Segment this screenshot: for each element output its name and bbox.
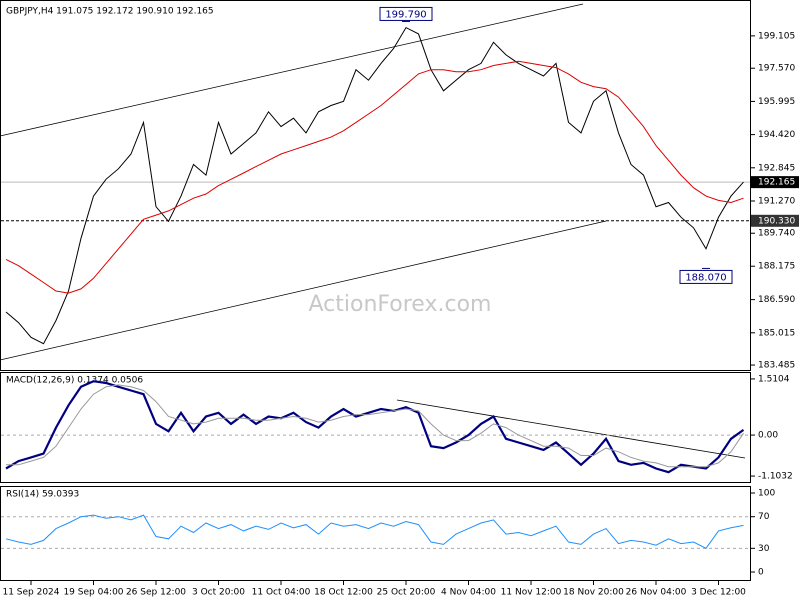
last-price-box (751, 176, 799, 189)
x-tick-label: 4 Nov 04:00 (441, 588, 496, 598)
y-tick-label: 189.740 (758, 229, 795, 239)
x-tick-label: 11 Sep 2024 (2, 588, 59, 598)
series-line (6, 384, 744, 468)
y-tick-label: 0.00 (758, 431, 778, 441)
annotation-box (679, 269, 733, 284)
macd-trendline (396, 399, 746, 459)
x-tick-label: 11 Nov 12:00 (501, 588, 562, 598)
y-tick-label: 30 (758, 544, 770, 554)
y-tick-label: 188.175 (758, 262, 795, 272)
y-tick-label: 100 (758, 489, 775, 499)
y-tick-label: 197.570 (758, 64, 795, 74)
series-line (5, 26, 744, 345)
y-tick-label: 199.105 (758, 31, 795, 41)
last-price-label: 192.165 (758, 178, 795, 188)
x-tick-label: 19 Sep 04:00 (63, 588, 123, 598)
macd-title: MACD(12,26,9) 0.1374 0.0506 (6, 376, 143, 386)
level-box (751, 214, 799, 227)
macd-panel (0, 372, 751, 483)
x-tick-label: 3 Oct 20:00 (192, 588, 245, 598)
price-panel (0, 0, 751, 371)
y-tick-label: 0 (758, 568, 764, 578)
x-tick-label: 11 Oct 04:00 (252, 588, 311, 598)
price-title: GBPJPY,H4 191.075 192.172 190.910 192.16… (6, 7, 214, 17)
x-tick-label: 3 Dec 12:00 (691, 588, 746, 598)
y-tick-label: 70 (758, 512, 770, 522)
rsi-panel (0, 486, 751, 581)
channel-upper (0, 3, 584, 137)
y-tick-label: 1.5104 (758, 374, 790, 384)
x-tick-label: 25 Oct 20:00 (377, 588, 436, 598)
x-tick-label: 26 Nov 04:00 (626, 588, 687, 598)
series-line (5, 514, 744, 549)
y-tick-label: 194.420 (758, 130, 795, 140)
annotation-box (379, 6, 433, 21)
y-tick-label: 183.485 (758, 361, 795, 371)
y-tick-label: -1.1032 (758, 472, 793, 482)
y-tick-label: 192.845 (758, 163, 795, 173)
y-tick-label: 185.015 (758, 328, 795, 338)
level-label: 190.330 (758, 216, 795, 226)
annotation-label: 188.070 (685, 272, 726, 283)
rsi-title: RSI(14) 59.0393 (6, 490, 79, 500)
series-line (5, 60, 744, 294)
y-tick-label: 195.995 (758, 97, 795, 107)
y-tick-label: 191.270 (758, 196, 795, 206)
y-tick-label: 186.590 (758, 295, 795, 305)
annotation-label: 199.790 (385, 9, 426, 20)
x-tick-label: 18 Nov 20:00 (563, 588, 624, 598)
channel-lower (0, 220, 607, 361)
x-tick-label: 18 Oct 12:00 (314, 588, 373, 598)
x-tick-label: 26 Sep 12:00 (126, 588, 186, 598)
watermark: ActionForex.com (309, 292, 492, 317)
series-line (5, 380, 745, 474)
